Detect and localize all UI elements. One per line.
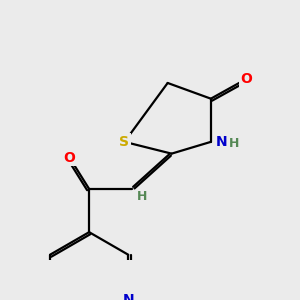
Text: N: N — [216, 135, 227, 149]
Text: H: H — [137, 190, 147, 203]
Text: H: H — [229, 137, 240, 150]
Text: S: S — [119, 135, 130, 149]
Text: O: O — [240, 72, 252, 86]
Text: N: N — [122, 293, 134, 300]
Text: O: O — [64, 151, 76, 165]
